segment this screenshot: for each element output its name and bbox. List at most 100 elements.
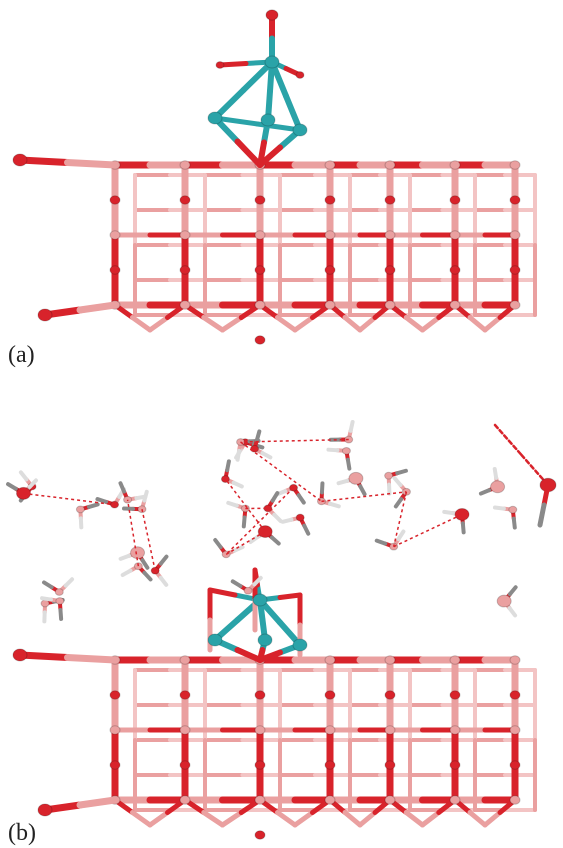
atom xyxy=(325,266,335,275)
bond xyxy=(238,142,261,166)
atom xyxy=(450,656,460,665)
atom xyxy=(180,161,190,170)
bond xyxy=(68,658,116,661)
panel-label: (b) xyxy=(8,820,36,846)
atom xyxy=(180,266,190,275)
atom xyxy=(450,161,460,170)
atom xyxy=(325,161,335,170)
bond xyxy=(121,556,129,559)
bond xyxy=(227,461,229,470)
atom xyxy=(510,796,520,805)
atom xyxy=(510,301,520,310)
atom xyxy=(255,761,265,770)
atom xyxy=(216,62,224,69)
atom xyxy=(255,231,265,240)
bond xyxy=(150,813,168,826)
atom xyxy=(510,691,520,700)
atom xyxy=(180,726,190,735)
bond xyxy=(481,490,489,493)
bond xyxy=(60,610,61,619)
bond xyxy=(123,571,131,575)
atom xyxy=(385,231,395,240)
atom xyxy=(110,196,120,205)
bond xyxy=(470,813,485,826)
atom xyxy=(38,309,52,321)
atom xyxy=(385,761,395,770)
bond xyxy=(278,813,296,826)
atom xyxy=(385,161,395,170)
atom xyxy=(510,726,520,735)
atom xyxy=(180,761,190,770)
atom xyxy=(325,196,335,205)
atom xyxy=(110,266,120,275)
atom xyxy=(510,266,520,275)
bond xyxy=(540,505,544,525)
bond xyxy=(223,318,242,331)
bond xyxy=(463,523,464,532)
atom xyxy=(255,796,265,805)
bond xyxy=(257,431,259,440)
bond xyxy=(273,493,278,501)
atom xyxy=(510,161,520,170)
bond xyxy=(223,813,242,826)
bond xyxy=(351,422,353,431)
atom xyxy=(13,154,27,166)
bond xyxy=(423,318,439,331)
bond xyxy=(133,813,151,826)
bond xyxy=(97,499,106,502)
bond xyxy=(377,541,385,544)
atom xyxy=(265,56,279,68)
atom xyxy=(325,761,335,770)
atom xyxy=(38,804,52,816)
atom xyxy=(450,231,460,240)
atom xyxy=(385,691,395,700)
bond xyxy=(423,813,439,826)
bond xyxy=(161,557,167,564)
bond xyxy=(278,318,296,331)
atom xyxy=(342,447,350,454)
atom xyxy=(293,639,307,651)
bond xyxy=(66,579,72,585)
atom xyxy=(450,691,460,700)
atom xyxy=(180,301,190,310)
bond xyxy=(295,318,313,331)
atom xyxy=(244,587,252,594)
atom xyxy=(385,726,395,735)
atom xyxy=(255,831,265,840)
bond xyxy=(215,540,220,547)
atom xyxy=(208,112,222,124)
atom xyxy=(510,231,520,240)
atom xyxy=(253,594,267,606)
atom xyxy=(255,726,265,735)
atom xyxy=(131,547,145,559)
atom xyxy=(255,196,265,205)
bond xyxy=(406,318,422,331)
bond xyxy=(485,318,500,331)
atom xyxy=(251,445,259,452)
atom xyxy=(325,691,335,700)
atom xyxy=(450,301,460,310)
structures xyxy=(8,10,556,839)
bond xyxy=(339,481,348,483)
atom xyxy=(510,196,520,205)
atom xyxy=(110,726,120,735)
bond xyxy=(360,486,364,494)
atom xyxy=(180,231,190,240)
atom xyxy=(261,114,275,126)
atom xyxy=(180,656,190,665)
atom xyxy=(325,726,335,735)
bond xyxy=(244,517,245,526)
atom xyxy=(497,595,511,607)
atom xyxy=(450,796,460,805)
bond xyxy=(470,318,485,331)
bond xyxy=(495,425,522,455)
bond xyxy=(348,460,349,469)
bond xyxy=(397,471,406,473)
bond xyxy=(210,590,235,595)
bond xyxy=(150,318,168,331)
bond xyxy=(360,318,375,331)
bond xyxy=(295,813,313,826)
bond xyxy=(133,318,151,331)
bond xyxy=(328,450,337,451)
bond xyxy=(345,813,360,826)
